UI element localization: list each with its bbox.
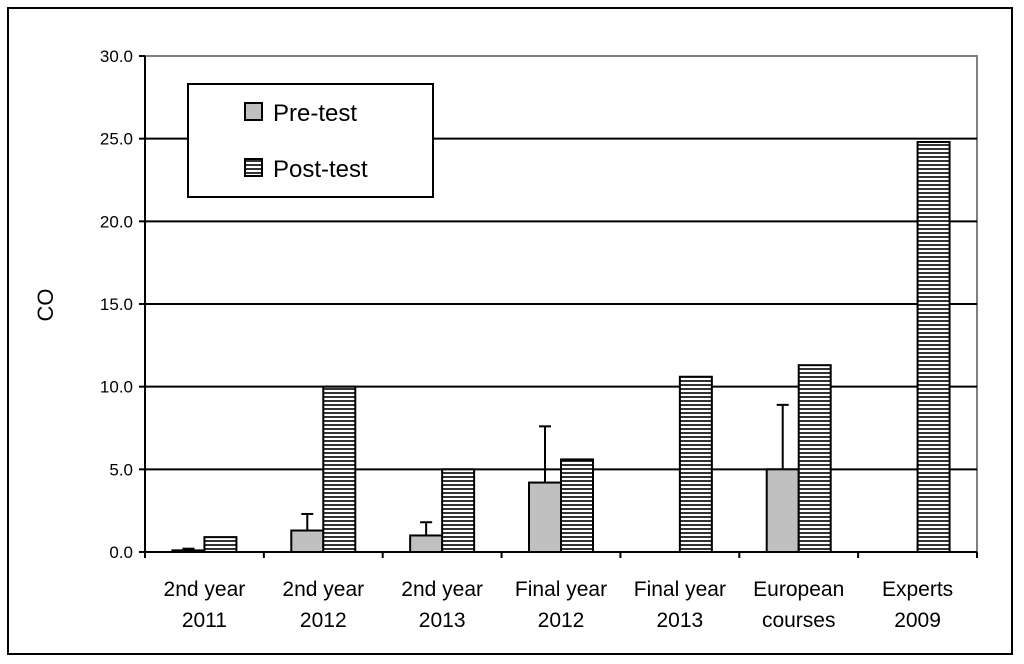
axis-labels: 0.0 5.0 10.0 15.0 20.0 25.0 30.0 2nd year 2011 2n…: [100, 47, 953, 632]
chart-frame: [7, 7, 1013, 655]
y-axis-title: CO: [33, 289, 58, 322]
bar-post-test-5: [797, 364, 832, 553]
x-category-label: Experts: [882, 578, 953, 601]
x-category-label: 2013: [656, 609, 703, 632]
x-category-label: 2012: [538, 609, 585, 632]
x-category-label: 2nd year: [401, 578, 483, 601]
y-tick-label: 15.0: [100, 295, 133, 314]
x-category-label: European: [753, 578, 844, 601]
legend-swatch-post-test: [244, 158, 263, 177]
bar-post-test-2: [441, 468, 476, 554]
x-category-label: 2013: [419, 609, 466, 632]
bar-post-test-1: [322, 385, 357, 553]
legend: Pre-test Post-test: [187, 83, 434, 198]
x-category-label: 2009: [894, 609, 941, 632]
y-tick-label: 0.0: [109, 543, 133, 562]
bar-pre-test-2: [409, 534, 444, 554]
x-category-label: courses: [762, 609, 836, 632]
legend-box: [187, 83, 434, 198]
bar-pre-test-3: [528, 481, 562, 553]
x-category-label: 2012: [300, 609, 347, 632]
y-tick-label: 10.0: [100, 378, 133, 397]
bar-post-test-0: [203, 536, 238, 553]
x-category-label: 2nd year: [282, 578, 364, 601]
bar-post-test-3: [560, 458, 594, 553]
axes: [139, 55, 978, 558]
x-category-label: Final year: [515, 578, 607, 601]
legend-label: Post-test: [273, 156, 368, 183]
legend-label: Pre-test: [273, 100, 357, 127]
x-category-label: 2011: [182, 609, 227, 632]
y-tick-label: 25.0: [100, 130, 133, 149]
x-category-label: Final year: [634, 578, 726, 601]
y-tick-label: 30.0: [100, 47, 133, 66]
bar-pre-test-5: [765, 468, 800, 554]
bar-pre-test-1: [290, 529, 325, 553]
bar-post-test-4: [678, 375, 713, 553]
y-tick-label: 20.0: [100, 212, 133, 231]
bar-post-test-6: [916, 140, 951, 553]
x-category-label: 2nd year: [164, 578, 246, 601]
legend-swatch-pre-test: [244, 102, 263, 121]
bars: [171, 140, 951, 554]
y-tick-label: 5.0: [109, 460, 133, 479]
